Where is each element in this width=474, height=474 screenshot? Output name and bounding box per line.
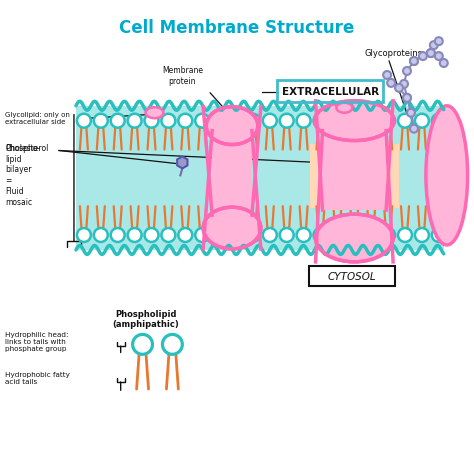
Circle shape (111, 228, 125, 242)
Text: Membrane
protein: Membrane protein (162, 66, 203, 86)
Circle shape (280, 228, 294, 242)
Circle shape (435, 37, 443, 45)
Circle shape (77, 114, 91, 128)
Circle shape (77, 228, 91, 242)
Circle shape (330, 114, 345, 128)
Circle shape (330, 228, 345, 242)
Circle shape (128, 114, 142, 128)
Circle shape (229, 228, 243, 242)
Circle shape (410, 57, 418, 65)
Circle shape (111, 114, 125, 128)
Ellipse shape (206, 107, 258, 145)
Circle shape (400, 80, 408, 88)
Circle shape (297, 114, 310, 128)
Circle shape (212, 228, 226, 242)
Circle shape (403, 94, 411, 102)
Circle shape (410, 57, 418, 65)
Circle shape (94, 228, 108, 242)
Circle shape (178, 228, 192, 242)
Text: Hydrophilic head:
links to tails with
phosphate group: Hydrophilic head: links to tails with ph… (5, 332, 69, 353)
Circle shape (383, 71, 391, 79)
Text: Hydrophobic fatty
acid tails: Hydrophobic fatty acid tails (5, 372, 70, 385)
Circle shape (162, 228, 175, 242)
Bar (76, 106, 444, 250)
Circle shape (313, 114, 328, 128)
Circle shape (263, 228, 277, 242)
Circle shape (427, 49, 435, 57)
Text: CYTOSOL: CYTOSOL (328, 272, 377, 282)
Circle shape (387, 79, 395, 87)
Circle shape (297, 228, 310, 242)
Ellipse shape (316, 214, 393, 262)
Ellipse shape (337, 103, 352, 113)
Circle shape (419, 52, 427, 60)
Circle shape (145, 228, 158, 242)
Circle shape (229, 114, 243, 128)
Text: EXTRACELLULAR: EXTRACELLULAR (282, 87, 379, 97)
Circle shape (381, 228, 395, 242)
Bar (310, 144, 399, 208)
Ellipse shape (315, 101, 394, 141)
Bar (212, 131, 252, 215)
Circle shape (398, 114, 412, 128)
Circle shape (280, 114, 294, 128)
Circle shape (403, 67, 411, 75)
Circle shape (435, 52, 443, 60)
Circle shape (432, 228, 446, 242)
Polygon shape (177, 156, 188, 168)
Circle shape (403, 94, 411, 102)
Circle shape (381, 114, 395, 128)
Circle shape (347, 228, 361, 242)
Text: Cholesterol: Cholesterol (5, 144, 49, 153)
Circle shape (364, 114, 378, 128)
Circle shape (407, 109, 415, 117)
Circle shape (432, 114, 446, 128)
Circle shape (415, 114, 429, 128)
Circle shape (427, 49, 435, 57)
Ellipse shape (426, 106, 468, 245)
Circle shape (415, 228, 429, 242)
Text: Glycoproteins: Glycoproteins (364, 48, 422, 57)
Circle shape (212, 114, 226, 128)
Text: Glycolipid: only on
extracellular side: Glycolipid: only on extracellular side (5, 112, 70, 126)
Circle shape (128, 228, 142, 242)
Circle shape (195, 228, 209, 242)
Circle shape (440, 59, 448, 67)
Circle shape (263, 114, 277, 128)
Circle shape (178, 114, 192, 128)
Text: Phospholipid
(amphipathic): Phospholipid (amphipathic) (112, 310, 179, 329)
Ellipse shape (203, 207, 261, 249)
Circle shape (94, 114, 108, 128)
Circle shape (410, 125, 418, 133)
Circle shape (364, 228, 378, 242)
Circle shape (313, 228, 328, 242)
Text: Cell Membrane Structure: Cell Membrane Structure (119, 19, 355, 37)
Circle shape (398, 228, 412, 242)
Circle shape (395, 84, 403, 92)
Circle shape (430, 41, 438, 49)
Text: Phospho-
lipid
bilayer
=
Fluid
mosaic: Phospho- lipid bilayer = Fluid mosaic (5, 144, 41, 207)
Circle shape (347, 114, 361, 128)
Circle shape (246, 114, 260, 128)
Bar (322, 131, 386, 210)
Circle shape (195, 114, 209, 128)
Ellipse shape (146, 107, 164, 118)
Circle shape (162, 114, 175, 128)
Circle shape (145, 114, 158, 128)
Circle shape (246, 228, 260, 242)
